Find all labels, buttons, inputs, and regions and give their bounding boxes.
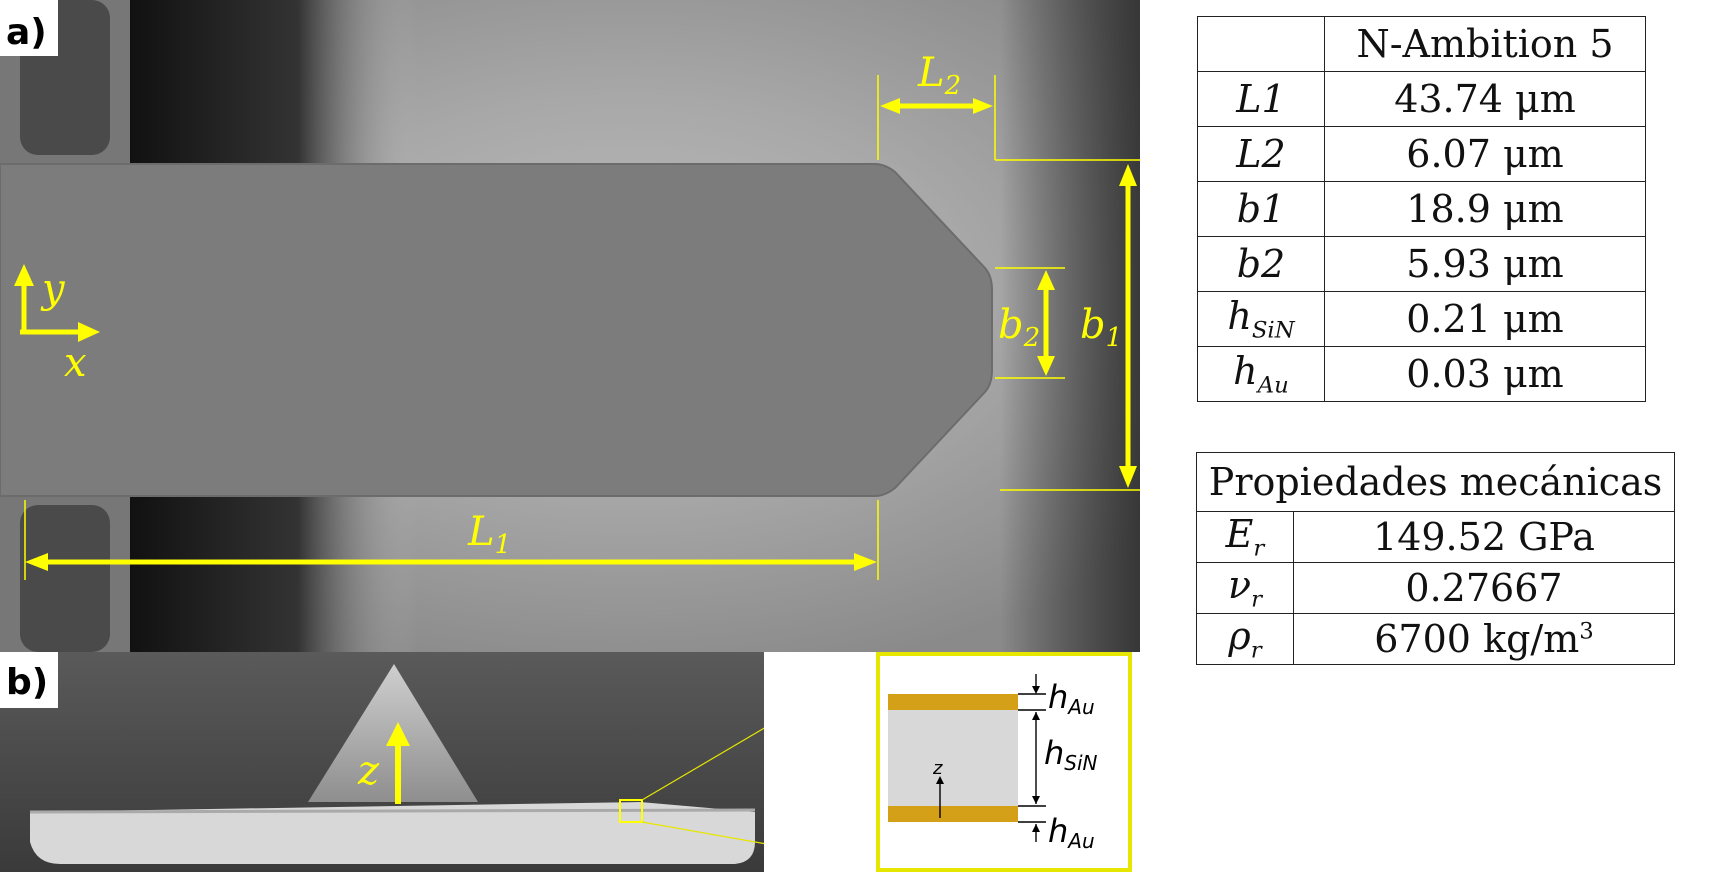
param-symbol: νr [1196, 562, 1294, 614]
inset-label-h-au-bottom: hAu [1048, 812, 1095, 853]
param-symbol: Er [1196, 511, 1294, 563]
param-symbol: L2 [1197, 126, 1325, 182]
gold-layer-bottom [888, 806, 1018, 822]
param-symbol: hAu [1197, 346, 1325, 402]
dim-label-L1: L1 [467, 509, 511, 560]
inset-label-h-au-top: hAu [1048, 678, 1095, 719]
table-header-row: Propiedades mecánicas [1196, 452, 1675, 512]
param-value: 6.07 μm [1324, 126, 1646, 182]
layer-inset: hAu hSiN hAu z [876, 652, 1132, 872]
panel-b-sem-image: z b) [0, 652, 764, 872]
dim-label-b1: b1 [1080, 302, 1122, 353]
dim-label-b2: b2 [998, 302, 1040, 353]
dim-label-L2: L2 [917, 50, 961, 101]
param-symbol: hSiN [1197, 291, 1325, 347]
geometry-table-header: N-Ambition 5 [1324, 16, 1646, 72]
table-row: ρr 6700 kg/m3 [1196, 613, 1675, 665]
panel-a-sem-image: L1 L2 b1 b2 y x a) [0, 0, 1140, 652]
geometry-table: N-Ambition 5 L1 43.74 μm L2 6.07 μm b1 1… [1197, 16, 1646, 402]
param-value: 149.52 GPa [1293, 511, 1675, 563]
cantilever-shape [0, 163, 993, 497]
param-symbol: ρr [1196, 613, 1294, 665]
param-value: 0.27667 [1293, 562, 1675, 614]
gold-layer-top [888, 694, 1018, 710]
table-header-row: N-Ambition 5 [1197, 16, 1646, 72]
panel-a-label-box [0, 0, 58, 56]
param-value: 18.9 μm [1324, 181, 1646, 237]
param-symbol: b2 [1197, 236, 1325, 292]
table-row: L2 6.07 μm [1197, 126, 1646, 182]
table-row: b2 5.93 μm [1197, 236, 1646, 292]
table-row: hAu 0.03 μm [1197, 346, 1646, 402]
header-empty-cell [1197, 16, 1325, 72]
param-value: 0.21 μm [1324, 291, 1646, 347]
inset-label-z: z [932, 758, 943, 779]
inset-label-h-sin: hSiN [1044, 734, 1098, 775]
panel-a-label: a) [6, 12, 47, 53]
param-value: 43.74 μm [1324, 71, 1646, 127]
axis-label-z: z [357, 748, 380, 794]
table-row: L1 43.74 μm [1197, 71, 1646, 127]
table-row: b1 18.9 μm [1197, 181, 1646, 237]
table-row: Er 149.52 GPa [1196, 511, 1675, 563]
table-row: νr 0.27667 [1196, 562, 1675, 614]
mechanical-table-header: Propiedades mecánicas [1196, 452, 1675, 512]
panel-b-label-box [0, 652, 58, 708]
param-symbol: L1 [1197, 71, 1325, 127]
mechanical-properties-table: Propiedades mecánicas Er 149.52 GPa νr 0… [1196, 452, 1675, 665]
param-symbol: b1 [1197, 181, 1325, 237]
axis-label-x: x [64, 340, 87, 386]
table-row: hSiN 0.21 μm [1197, 291, 1646, 347]
param-value: 0.03 μm [1324, 346, 1646, 402]
axis-label-y: y [40, 266, 66, 312]
panel-b-label: b) [6, 662, 48, 703]
param-value: 6700 kg/m3 [1293, 613, 1675, 665]
chip-body [30, 802, 755, 864]
sin-layer [888, 710, 1018, 806]
param-value: 5.93 μm [1324, 236, 1646, 292]
